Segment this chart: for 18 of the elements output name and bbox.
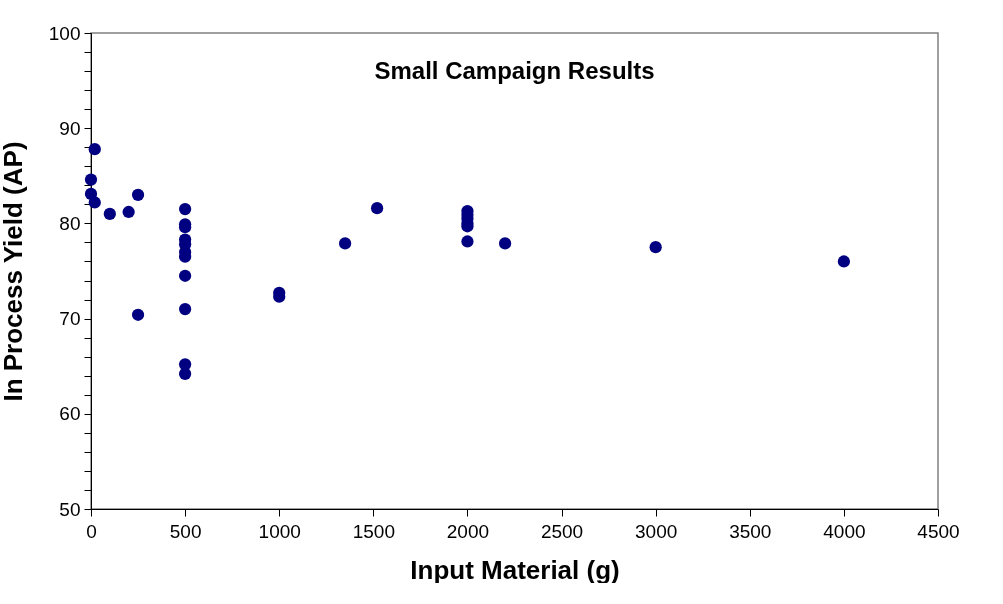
x-tick-label: 1500 <box>352 520 395 542</box>
text: Small Campaign Results <box>374 57 655 84</box>
x-tick-label: 2000 <box>446 520 490 542</box>
x-tick-label: 0 <box>86 520 97 542</box>
y-tick-label: 80 <box>59 212 81 234</box>
y-tick-label: 70 <box>59 308 81 330</box>
x-tick-label: 4000 <box>823 520 866 542</box>
y-tick-label: 90 <box>59 117 81 139</box>
y-axis-title: In Process Yield (AP) <box>0 141 28 402</box>
x-tick-label: 3500 <box>729 520 772 542</box>
x-tick-label: 3000 <box>635 520 678 542</box>
x-tick-label: 2500 <box>540 520 584 542</box>
x-tick-label: 1000 <box>258 520 301 542</box>
y-tick-label: 60 <box>59 403 81 425</box>
y-tick-label: 100 <box>48 22 81 44</box>
x-tick-label: 500 <box>169 520 202 542</box>
x-tick-label: 4500 <box>917 520 960 542</box>
y-tick-label: 50 <box>59 498 81 520</box>
